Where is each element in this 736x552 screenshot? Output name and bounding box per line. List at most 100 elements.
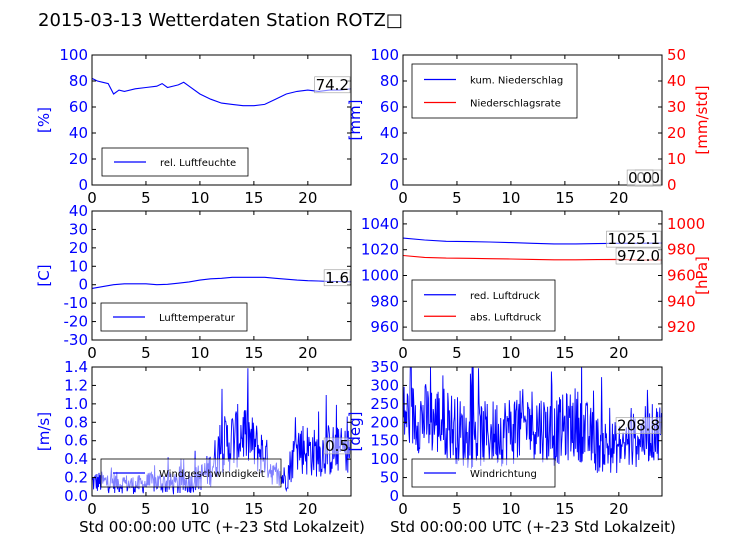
x-tick-label: 5 (141, 189, 151, 207)
legend: Lufttemperatur (100, 302, 248, 332)
y-tick-label: -10 (64, 294, 89, 312)
y-tick-label: 0 (78, 176, 88, 194)
y-tick-label: 1000 (361, 267, 399, 285)
series-line-0 (92, 276, 351, 289)
legend-label: Windgeschwindigkeit (159, 469, 265, 480)
y-tick-label-right: 1000 (667, 215, 705, 233)
y-tick-label: 960 (370, 318, 399, 336)
y-tick-label: 1020 (361, 241, 399, 259)
legend-box (411, 279, 556, 332)
y-tick-label: 350 (370, 358, 399, 376)
x-tick-label: 5 (141, 344, 151, 362)
y-tick-label: 20 (380, 150, 399, 168)
legend: Windgeschwindigkeit (100, 458, 282, 488)
y-tick-label: 100 (59, 46, 88, 64)
panel-bottom-left: 0 5 10 15 20 0.00.20.40.60.81.01.21.4 [m/s] Win… (35, 358, 352, 518)
last-value-label-2: 0.0 (628, 169, 652, 187)
y-tick-label: 0 (389, 487, 399, 505)
y-tick-label: 0.6 (64, 432, 88, 450)
y-tick-label-right: 10 (667, 150, 686, 168)
legend-box (100, 302, 248, 332)
y-tick-label: 0 (389, 176, 399, 194)
panel-top-right: 0 5 10 15 20 0 20 40 60 80 100 0 10 20 30 40 50 [mm] [mm/s… (346, 46, 711, 207)
x-tick-label: 5 (141, 500, 151, 518)
panel-top-left: 0 5 10 15 20 0 20 40 60 80 100 [%] rel. Luftfeuchte 7… (35, 46, 352, 207)
panel-middle-right: 0 5 10 15 20 960 980 1000 1020 1040 920 940 960 980 10… (361, 210, 711, 362)
y-tick-label: 250 (370, 395, 399, 413)
x-tick-label: 10 (190, 500, 209, 518)
y-tick-label: 100 (370, 450, 399, 468)
x-tick-label: 15 (555, 189, 574, 207)
y-tick-label: 0.2 (64, 469, 88, 487)
series-group (92, 368, 351, 495)
x-tick-label: 10 (501, 189, 520, 207)
y-tick-label: 60 (69, 98, 88, 116)
x-tick-label: 10 (501, 344, 520, 362)
y-tick-label-right: 940 (667, 292, 696, 310)
x-tick-label: 15 (244, 500, 263, 518)
x-tick-label: 0 (87, 344, 97, 362)
x-tick-label: 0 (398, 500, 408, 518)
y-tick-label: 60 (380, 98, 399, 116)
x-tick-label: 5 (452, 500, 462, 518)
y-tick-label-right: 50 (667, 46, 686, 64)
last-value-label: 1025.1 (608, 230, 661, 248)
last-value-label: 0.5 (325, 437, 349, 455)
legend-label: Lufttemperatur (159, 313, 236, 324)
y-tick-label: 1.2 (64, 376, 88, 394)
x-tick-label: 20 (298, 344, 317, 362)
y-axis-label: [%] (35, 107, 53, 133)
y-tick-label-right: 30 (667, 98, 686, 116)
x-tick-label: 10 (190, 189, 209, 207)
y-tick-label: 200 (370, 413, 399, 431)
y-tick-label: -20 (64, 313, 89, 331)
y-tick-label: 20 (69, 239, 88, 257)
x-tick-label: 0 (87, 189, 97, 207)
x-tick-label: 20 (298, 189, 317, 207)
y-tick-label: 100 (370, 46, 399, 64)
y-tick-label: -30 (64, 331, 89, 349)
y-axis-label: [deg] (346, 412, 364, 452)
panel-bottom-right: 0 5 10 15 20050100150200250300350[deg]Windri… (346, 358, 663, 518)
x-tick-label: 20 (298, 500, 317, 518)
y-tick-label: 50 (380, 469, 399, 487)
y-tick-label: 30 (69, 220, 88, 238)
axes-frame (91, 54, 352, 186)
legend-box (411, 63, 578, 119)
y-tick-label-right: 920 (667, 318, 696, 336)
y-tick-label: 80 (380, 72, 399, 90)
y-tick-label: 1.4 (64, 358, 88, 376)
y-tick-label: 0 (78, 276, 88, 294)
series-group (403, 367, 662, 474)
y-tick-label-right: 980 (667, 241, 696, 259)
y-tick-label-right: 20 (667, 124, 686, 142)
last-value-label-box (323, 437, 351, 455)
y-tick-label: 300 (370, 376, 399, 394)
y-tick-label: 0.8 (64, 413, 88, 431)
last-value-label-box (615, 417, 662, 434)
legend: rel. Luftfeuchte (101, 147, 249, 177)
y-tick-label: 150 (370, 432, 399, 450)
y-axis-label-right: [hPa] (693, 256, 711, 295)
y-tick-label: 10 (69, 257, 88, 275)
last-value-label: 74.2 (316, 76, 349, 94)
x-tick-label: 5 (452, 189, 462, 207)
y-axis-label: [m/s] (35, 412, 53, 451)
axes-frame (402, 54, 663, 186)
y-axis-label: [C] (35, 264, 53, 286)
series-line-0 (92, 368, 351, 495)
x-axis-label-right: Std 00:00:00 UTC (+-23 Std Lokalzeit) (390, 518, 676, 536)
legend-label: kum. Niederschlag (470, 76, 563, 87)
y-tick-label: 1040 (361, 215, 399, 233)
last-value-label-box (323, 269, 351, 287)
legend-label: rel. Luftfeuchte (160, 158, 236, 169)
last-value-label-2-box (626, 169, 654, 187)
legend: Windrichtung (411, 458, 556, 488)
x-tick-label: 15 (244, 189, 263, 207)
x-tick-label: 0 (398, 189, 408, 207)
legend-label: Niederschlagsrate (470, 99, 561, 110)
x-tick-label: 10 (190, 344, 209, 362)
series-group (92, 77, 351, 107)
y-tick-label: 1.0 (64, 395, 88, 413)
